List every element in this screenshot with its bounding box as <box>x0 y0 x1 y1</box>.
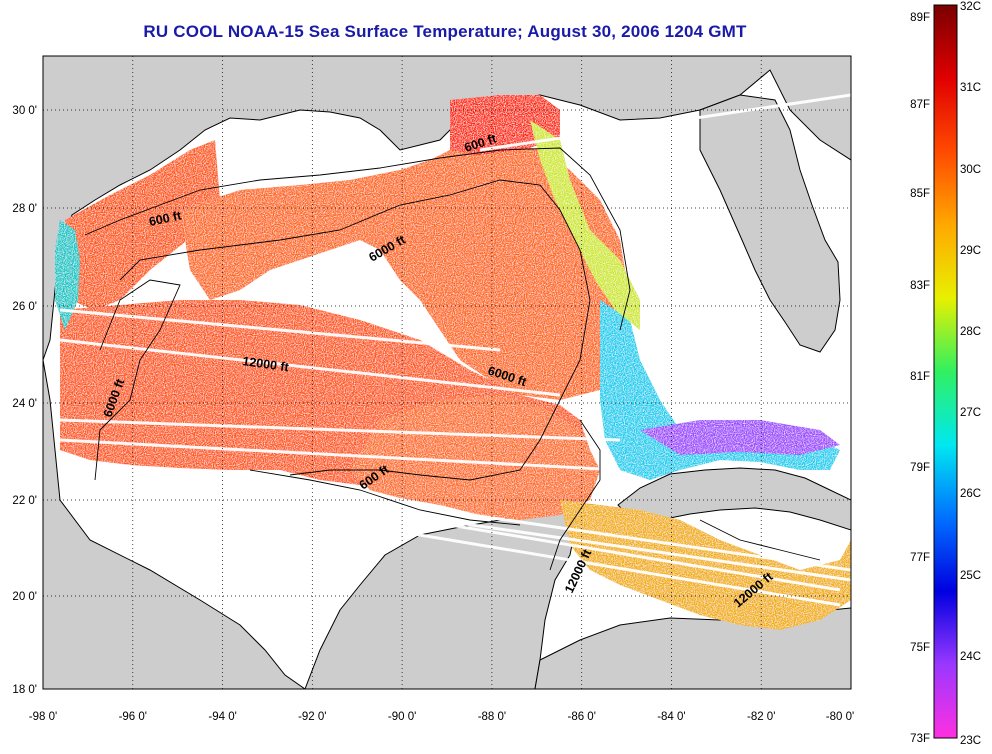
celsius-label: 29C <box>960 245 981 257</box>
x-tick-label: -88 0' <box>478 711 506 723</box>
fahrenheit-label: 83F <box>910 280 930 292</box>
x-tick-label: -90 0' <box>388 711 416 723</box>
grid <box>43 56 851 689</box>
celsius-label: 25C <box>960 570 981 582</box>
colorbar-fahrenheit-labels: 89F 87F 85F 83F 81F 79F 77F 75F 73F <box>910 12 930 745</box>
fahrenheit-label: 85F <box>910 188 930 200</box>
celsius-label: 23C <box>960 735 981 747</box>
celsius-label: 30C <box>960 164 981 176</box>
fahrenheit-label: 75F <box>910 642 930 654</box>
x-tick-label: -98 0' <box>29 711 57 723</box>
y-tick-label: 28 0' <box>12 203 37 215</box>
x-tick-label: -82 0' <box>747 711 775 723</box>
y-tick-label: 18 0' <box>12 684 37 696</box>
y-tick-label: 20 0' <box>12 591 37 603</box>
x-tick-label: -92 0' <box>298 711 326 723</box>
colorbar-scale <box>933 4 958 739</box>
fahrenheit-label: 77F <box>910 552 930 564</box>
x-tick-label: -86 0' <box>567 711 595 723</box>
celsius-label: 27C <box>960 407 981 419</box>
colorbar-celsius-labels: 32C 31C 30C 29C 28C 27C 26C 25C 24C 23C <box>960 1 981 747</box>
plot-frame <box>42 55 852 690</box>
fahrenheit-label: 89F <box>910 12 930 24</box>
fahrenheit-label: 73F <box>910 733 930 745</box>
fahrenheit-label: 87F <box>910 99 930 111</box>
celsius-label: 24C <box>960 651 981 663</box>
celsius-label: 26C <box>960 488 981 500</box>
y-tick-label: 24 0' <box>12 398 37 410</box>
x-tick-label: -84 0' <box>657 711 685 723</box>
scan-gaps <box>59 93 851 607</box>
celsius-label: 31C <box>960 82 981 94</box>
x-tick-label: -80 0' <box>826 711 854 723</box>
x-tick-label: -96 0' <box>119 711 147 723</box>
y-tick-label: 26 0' <box>12 301 37 313</box>
contour-label: 12000 ft <box>242 354 291 374</box>
y-tick-label: 22 0' <box>12 495 37 507</box>
y-tick-label: 30 0' <box>12 105 37 117</box>
contour-label: 600 ft <box>148 208 184 229</box>
bathymetry-contours <box>84 147 821 571</box>
colorbar <box>933 4 958 739</box>
x-tick-label: -94 0' <box>208 711 236 723</box>
celsius-label: 32C <box>960 1 981 13</box>
x-axis-labels: -98 0' -96 0' -94 0' -92 0' -90 0' -88 0… <box>29 711 854 723</box>
y-axis-labels: 30 0' 28 0' 26 0' 24 0' 22 0' 20 0' 18 0… <box>12 105 37 696</box>
fahrenheit-label: 79F <box>910 462 930 474</box>
sst-data-layer <box>55 95 851 630</box>
celsius-label: 28C <box>960 326 981 338</box>
map-title: RU COOL NOAA-15 Sea Surface Temperature;… <box>143 22 747 41</box>
fahrenheit-label: 81F <box>910 371 930 383</box>
